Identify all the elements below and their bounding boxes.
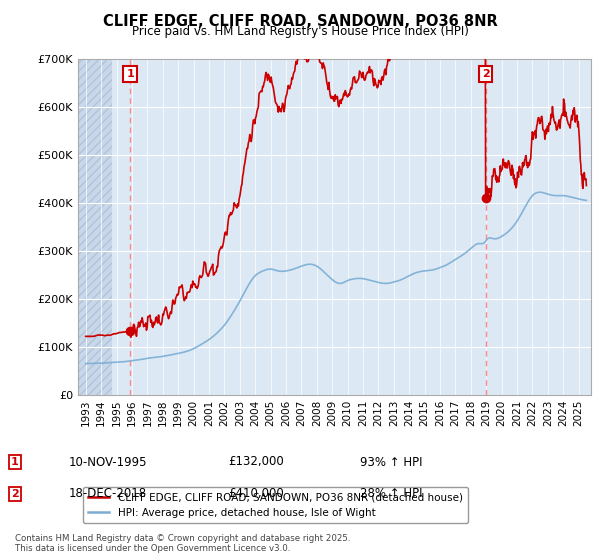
Text: Price paid vs. HM Land Registry's House Price Index (HPI): Price paid vs. HM Land Registry's House … xyxy=(131,25,469,38)
Text: 2: 2 xyxy=(11,489,19,499)
Text: Contains HM Land Registry data © Crown copyright and database right 2025.
This d: Contains HM Land Registry data © Crown c… xyxy=(15,534,350,553)
Text: 10-NOV-1995: 10-NOV-1995 xyxy=(69,455,148,469)
Text: £132,000: £132,000 xyxy=(228,455,284,469)
Text: 1: 1 xyxy=(11,457,19,467)
Text: £410,000: £410,000 xyxy=(228,487,284,501)
Bar xyxy=(78,59,112,395)
Text: 28% ↑ HPI: 28% ↑ HPI xyxy=(360,487,422,501)
Text: 93% ↑ HPI: 93% ↑ HPI xyxy=(360,455,422,469)
Text: 1: 1 xyxy=(126,69,134,79)
Text: 2: 2 xyxy=(482,69,490,79)
Text: 18-DEC-2018: 18-DEC-2018 xyxy=(69,487,147,501)
Text: CLIFF EDGE, CLIFF ROAD, SANDOWN, PO36 8NR: CLIFF EDGE, CLIFF ROAD, SANDOWN, PO36 8N… xyxy=(103,14,497,29)
Legend: CLIFF EDGE, CLIFF ROAD, SANDOWN, PO36 8NR (detached house), HPI: Average price, : CLIFF EDGE, CLIFF ROAD, SANDOWN, PO36 8N… xyxy=(83,487,468,523)
